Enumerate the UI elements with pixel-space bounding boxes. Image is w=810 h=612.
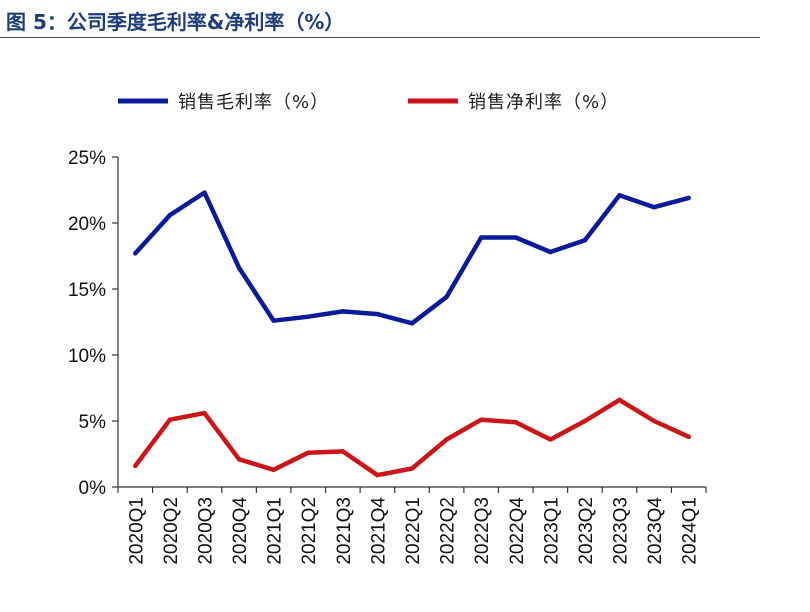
y-tick-label: 5%	[79, 412, 107, 433]
data-point	[444, 437, 449, 442]
series-line-net-margin	[133, 397, 691, 478]
y-tick-label: 15%	[68, 280, 106, 301]
data-point	[617, 397, 622, 403]
data-point	[271, 467, 276, 473]
data-point	[548, 437, 553, 442]
data-point	[651, 418, 657, 424]
data-point	[444, 294, 449, 300]
x-tick-label: 2021Q2	[299, 497, 320, 565]
series-line-gross-margin	[133, 190, 691, 326]
data-point	[375, 472, 380, 478]
x-tick-label: 2022Q3	[472, 497, 493, 565]
data-point	[202, 410, 207, 416]
x-tick-label: 2022Q2	[438, 497, 459, 565]
x-tick-label: 2023Q2	[576, 497, 597, 565]
data-point	[340, 309, 346, 314]
y-tick-label: 20%	[68, 214, 106, 235]
data-point	[513, 420, 518, 425]
data-point	[236, 265, 242, 271]
x-tick-label: 2022Q4	[507, 497, 528, 565]
x-tick-label: 2023Q4	[645, 497, 666, 565]
data-point	[617, 193, 622, 198]
x-tick-label: 2023Q1	[541, 497, 562, 565]
series-layer	[133, 190, 691, 478]
x-tick-label: 2021Q1	[265, 497, 286, 565]
data-point	[478, 417, 484, 422]
data-point	[340, 449, 346, 454]
data-point	[167, 417, 173, 422]
title-divider	[0, 37, 760, 38]
x-tick-label: 2020Q4	[230, 497, 251, 565]
y-tick-label: 10%	[68, 346, 106, 367]
x-tick-label: 2021Q4	[368, 497, 389, 565]
data-point	[582, 418, 588, 424]
data-point	[513, 235, 518, 240]
data-point	[409, 321, 415, 326]
data-point	[686, 195, 691, 201]
data-point	[582, 237, 588, 243]
y-tick-label: 0%	[79, 478, 107, 499]
x-tick-label: 2023Q3	[611, 497, 632, 565]
data-point	[133, 463, 138, 469]
legend-label-gross-margin: 销售毛利率（%）	[178, 92, 329, 113]
x-tick-label: 2020Q3	[195, 497, 216, 565]
data-point	[133, 251, 138, 256]
data-point	[548, 249, 553, 255]
x-axis: 2020Q1 2020Q2 2020Q3 2020Q4 2021Q1 2021Q2 2021…	[117, 486, 707, 565]
legend-label-net-margin: 销售净利率（%）	[468, 92, 619, 113]
data-point	[236, 457, 242, 462]
data-point	[478, 235, 484, 240]
data-point	[306, 314, 311, 319]
y-axis: 0% 5% 10% 15% 20% 25%	[68, 148, 119, 499]
x-tick-label: 2022Q1	[403, 497, 424, 565]
figure-title: 图 5：公司季度毛利率&净利率（%）	[6, 10, 345, 34]
data-point	[271, 318, 276, 323]
data-point	[202, 190, 207, 195]
x-tick-label: 2024Q1	[680, 497, 701, 565]
data-point	[375, 311, 380, 317]
x-tick-label: 2020Q1	[126, 497, 147, 565]
data-point	[409, 466, 415, 471]
data-point	[651, 204, 657, 210]
x-tick-label: 2020Q2	[161, 497, 182, 565]
data-point	[306, 450, 311, 455]
y-tick-label: 25%	[68, 148, 106, 169]
legend: 销售毛利率（%） 销售净利率（%）	[118, 92, 619, 113]
data-point	[686, 434, 691, 440]
data-point	[167, 212, 173, 218]
x-tick-label: 2021Q3	[334, 497, 355, 565]
